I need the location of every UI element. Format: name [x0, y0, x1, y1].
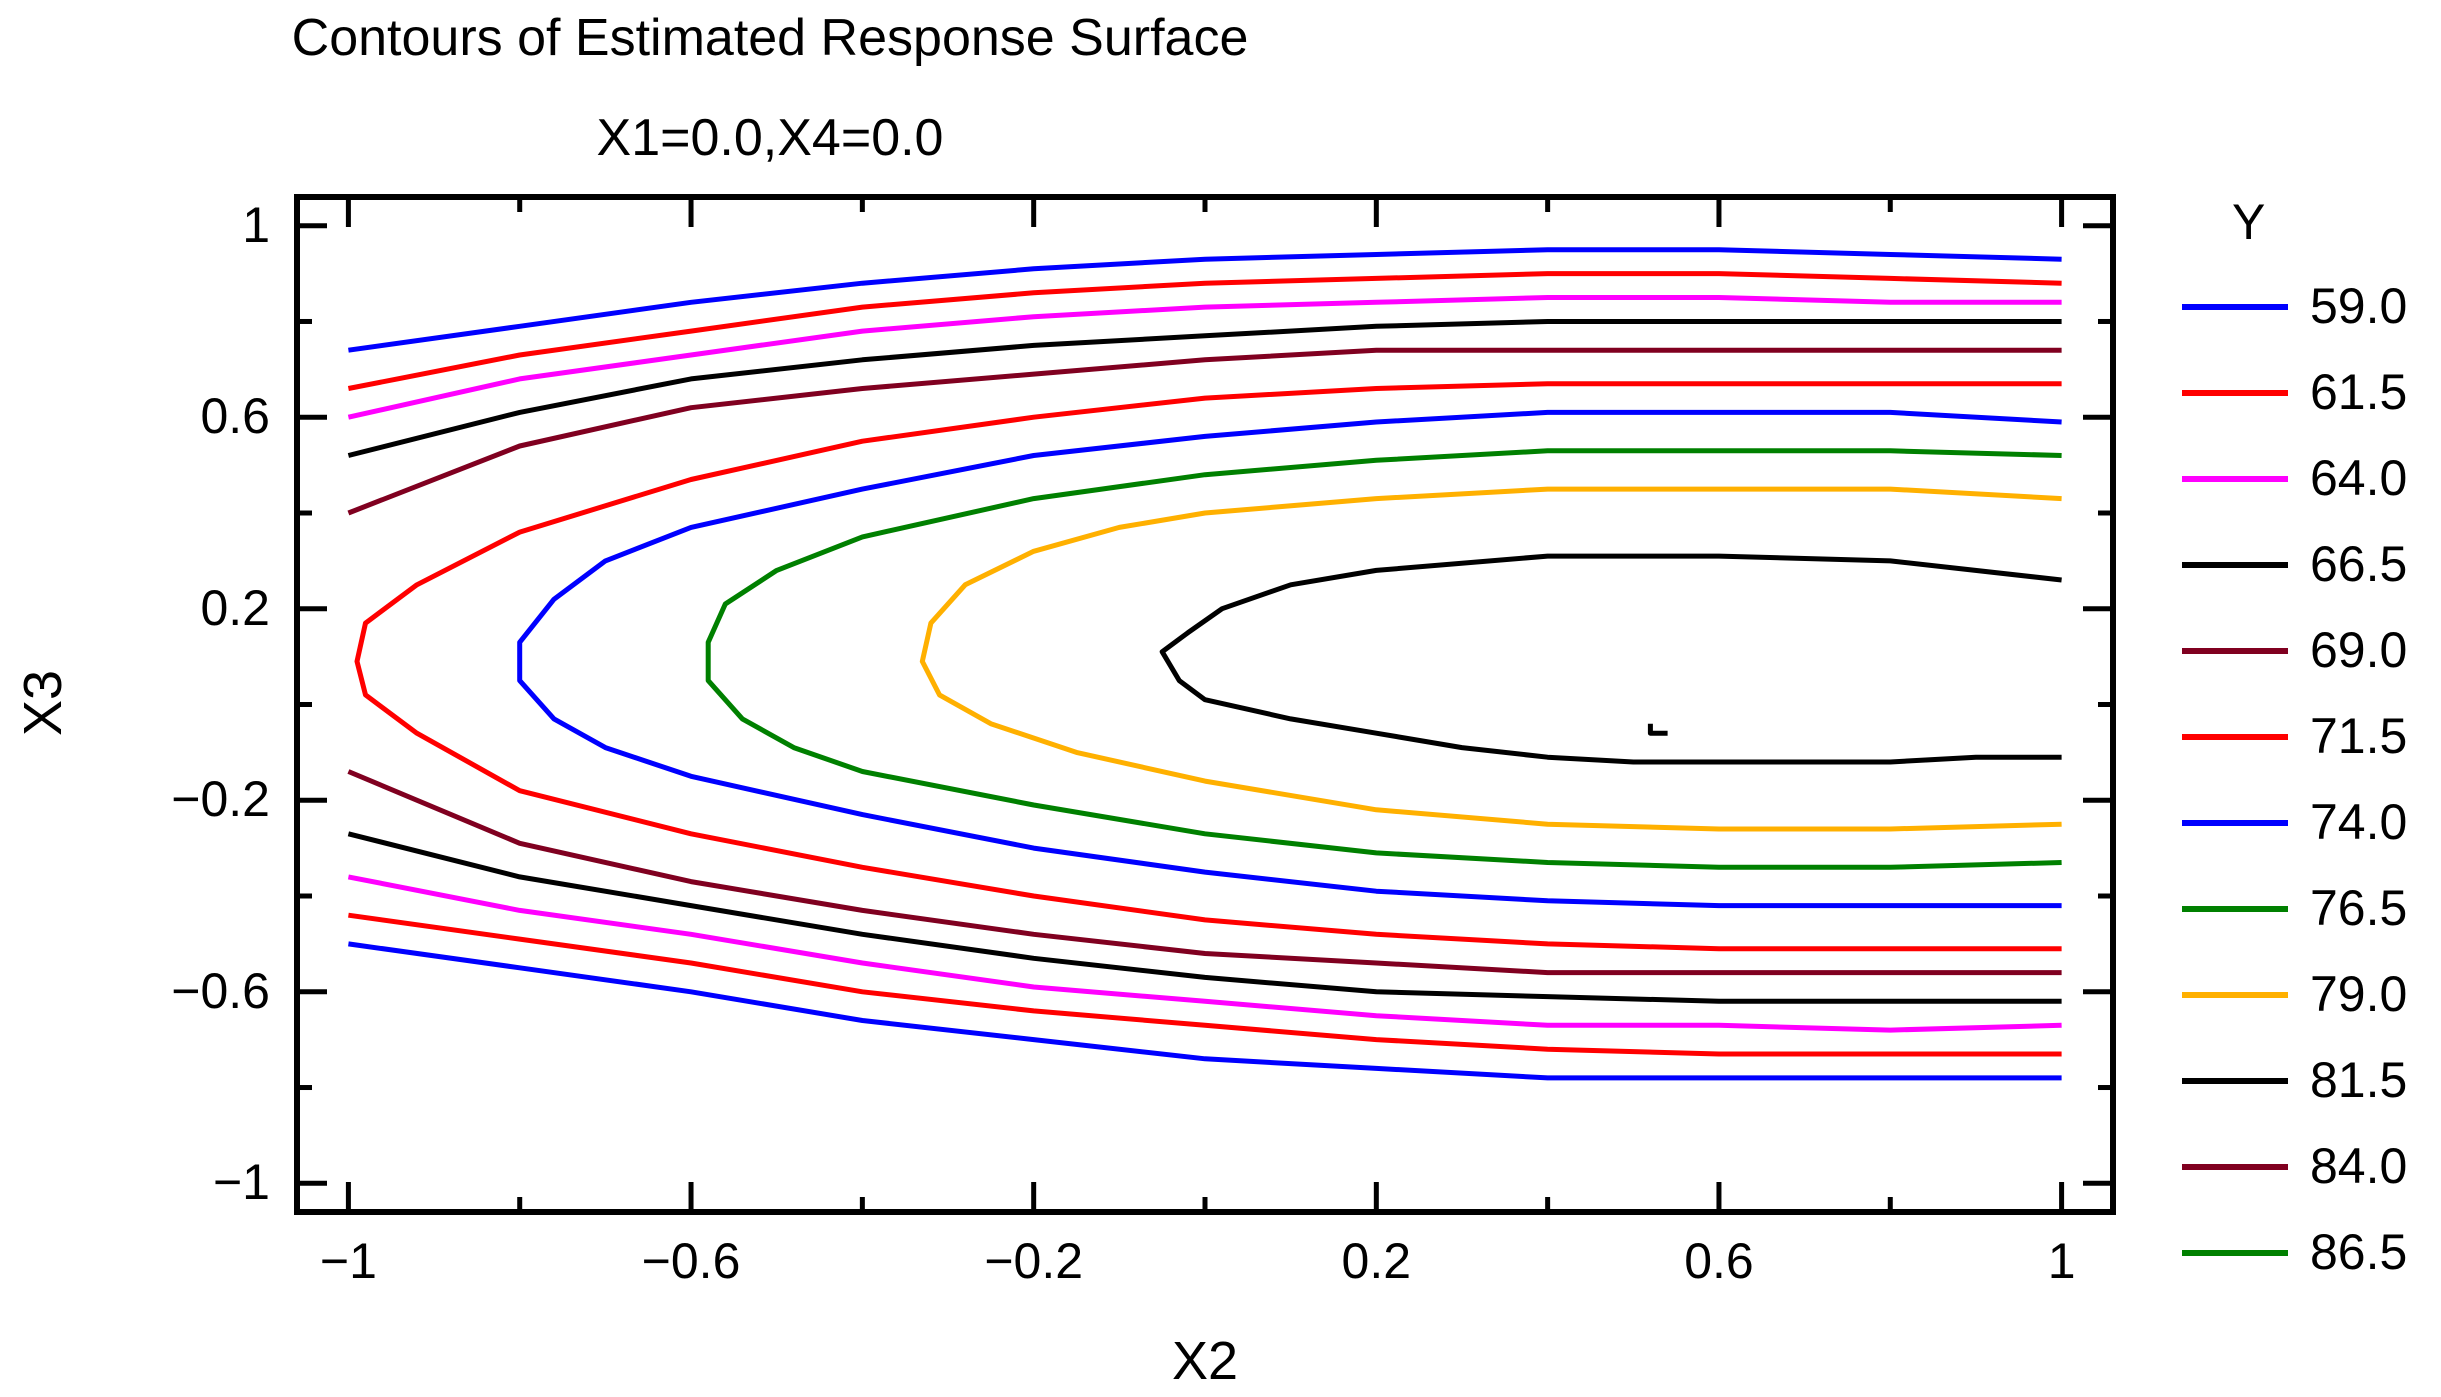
- y-tick-label: −0.6: [171, 962, 270, 1019]
- legend-label: 69.0: [2310, 622, 2408, 678]
- contour-line-71-5-0: [354, 381, 2062, 952]
- legend-title: Y: [2232, 194, 2266, 250]
- y-tick-label: 0.6: [200, 388, 270, 445]
- legend-label: 76.5: [2310, 880, 2408, 936]
- x-tick-label: −0.6: [641, 1233, 741, 1289]
- plot-frame: [294, 194, 2116, 1215]
- y-tick-label: 1: [242, 196, 270, 253]
- contour-line-69-0-1: [347, 769, 2062, 976]
- contour-line-79-0-0: [919, 486, 2062, 832]
- legend-label: 84.0: [2310, 1138, 2408, 1194]
- contour-line-76-5-0: [705, 448, 2062, 870]
- legend-label: 79.0: [2310, 966, 2408, 1022]
- contour-line-64-0-0: [347, 295, 2062, 420]
- legend-label: 66.5: [2310, 536, 2408, 592]
- legend-label: 64.0: [2310, 450, 2408, 506]
- contour-line-81-5-1: [1647, 723, 1668, 736]
- chart-subtitle: X1=0.0,X4=0.0: [596, 109, 944, 167]
- x-tick-label: −0.2: [984, 1233, 1084, 1289]
- contour-line-66-5-1: [347, 831, 2062, 1004]
- legend-label: 59.0: [2310, 278, 2408, 334]
- x-tick-label: 0.2: [1341, 1233, 1412, 1289]
- y-tick-label: −1: [212, 1154, 270, 1211]
- y-tick-label: −0.2: [171, 771, 270, 828]
- contour-line-59-0-1: [348, 941, 2062, 1081]
- legend-label: 74.0: [2310, 794, 2408, 850]
- contour-line-74-0-0: [517, 409, 2062, 909]
- contour-line-64-0-1: [347, 874, 2062, 1033]
- legend-label: 86.5: [2310, 1224, 2408, 1280]
- x-tick-label: 1: [2047, 1233, 2076, 1289]
- y-axis-title: X3: [13, 669, 74, 737]
- legend-label: 71.5: [2310, 708, 2408, 764]
- contour-line-66-5-0: [347, 319, 2062, 458]
- legend-label: 61.5: [2310, 364, 2408, 420]
- chart-title: Contours of Estimated Response Surface: [291, 9, 1249, 67]
- contour-line-61-5-0: [347, 271, 2062, 391]
- contour-line-61-5-1: [348, 912, 2062, 1057]
- legend-label: 81.5: [2310, 1052, 2408, 1108]
- contour-line-69-0-0: [347, 347, 2062, 516]
- contour-line-81-5-0: [1159, 553, 2062, 765]
- contour-line-59-0-0: [348, 247, 2062, 353]
- y-tick-label: 0.2: [200, 579, 270, 636]
- x-tick-label: −1: [319, 1233, 377, 1289]
- x-axis-title: X2: [1172, 1331, 1239, 1391]
- x-tick-label: 0.6: [1684, 1233, 1754, 1289]
